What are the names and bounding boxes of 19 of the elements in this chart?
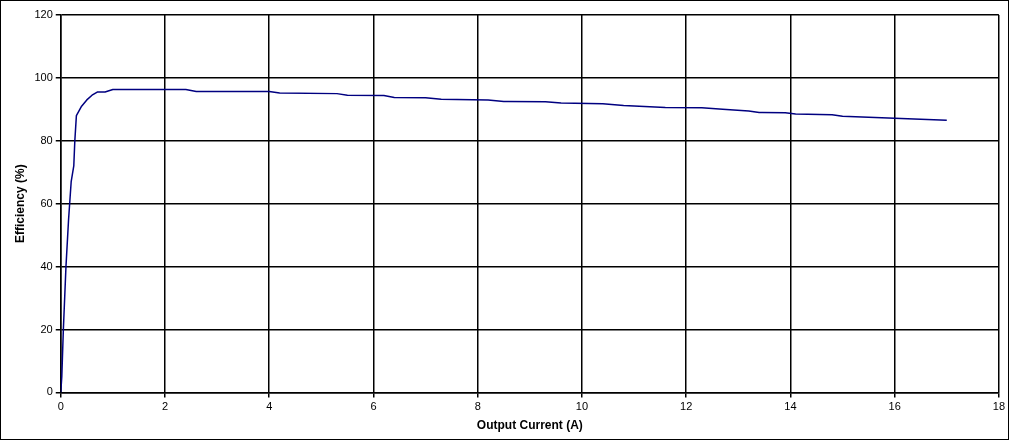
y-tick-label: 40 — [40, 259, 53, 272]
x-tick-label: 16 — [888, 400, 901, 413]
x-tick-label: 12 — [680, 400, 693, 413]
y-tick-label: 20 — [40, 322, 53, 335]
x-tick-label: 2 — [161, 400, 169, 413]
y-tick-label: 100 — [34, 70, 53, 83]
y-tick-label: 0 — [46, 385, 53, 398]
y-tick-label: 60 — [40, 196, 53, 209]
x-tick-label: 14 — [784, 400, 797, 413]
x-tick-label: 0 — [57, 400, 64, 413]
x-axis-title: Output Current (A) — [476, 418, 583, 433]
x-tick-label: 6 — [370, 400, 377, 413]
x-tick-label: 4 — [266, 400, 273, 413]
x-tick-label: 18 — [992, 400, 1006, 413]
y-axis-title: Efficiency (%) — [12, 164, 27, 244]
y-tick-label: 80 — [40, 133, 53, 146]
x-tick-label: 10 — [575, 400, 589, 413]
y-tick-label: 120 — [34, 8, 53, 21]
x-tick-label: 8 — [474, 400, 481, 413]
